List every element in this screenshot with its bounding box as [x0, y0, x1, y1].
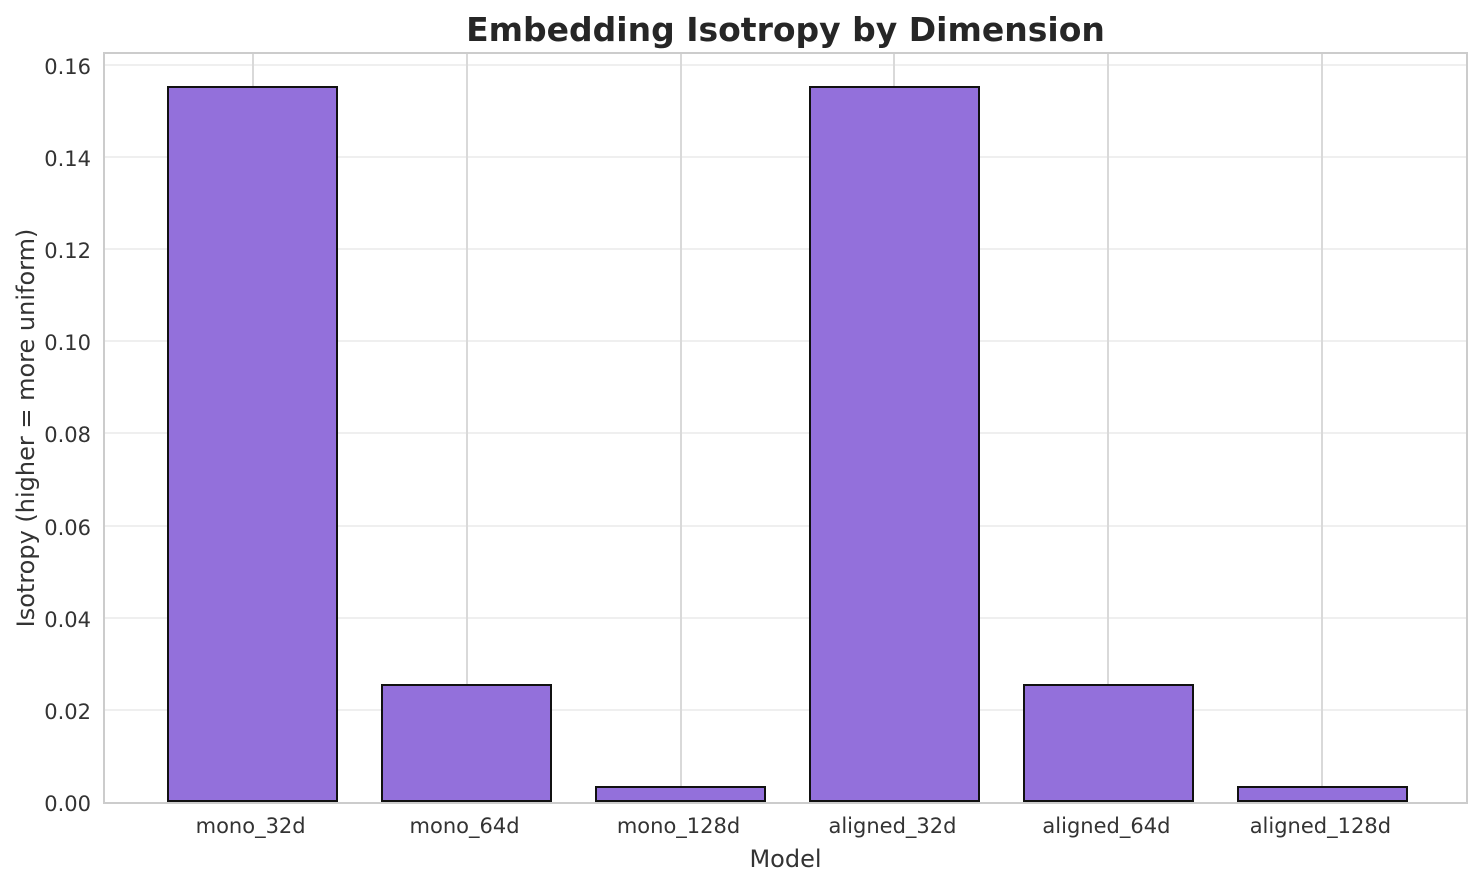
x-tick-label-aligned_128d: aligned_128d — [1249, 814, 1392, 838]
bar-mono_128d — [594, 786, 767, 802]
y-tick-label: 0.06 — [44, 515, 91, 540]
horizontal-gridline — [105, 616, 1466, 619]
y-tick-label: 0.14 — [44, 146, 91, 171]
y-tick-label: 0.16 — [44, 54, 91, 79]
x-tick-label-mono_64d: mono_64d — [409, 814, 520, 838]
vertical-gridline — [1321, 54, 1324, 802]
vertical-gridline — [1107, 54, 1110, 802]
x-tick-label-mono_32d: mono_32d — [195, 814, 306, 838]
y-tick-label: 0.10 — [44, 331, 91, 356]
horizontal-gridline — [105, 155, 1466, 158]
x-tick-label-mono_128d: mono_128d — [616, 814, 741, 838]
bar-aligned_64d — [1022, 684, 1194, 802]
x-tick-label-aligned_64d: aligned_64d — [1042, 814, 1171, 838]
y-axis-label-text: Isotropy (higher = more uniform) — [12, 228, 40, 628]
chart-title: Embedding Isotropy by Dimension — [466, 10, 1105, 49]
x-axis-label: Model — [749, 845, 822, 873]
vertical-gridline — [465, 54, 468, 802]
y-tick-label: 0.08 — [44, 423, 91, 448]
y-tick-label: 0.04 — [44, 607, 91, 632]
horizontal-gridline — [105, 340, 1466, 343]
horizontal-gridline — [105, 524, 1466, 527]
bar-mono_32d — [167, 85, 339, 802]
plot-area — [103, 52, 1468, 804]
horizontal-gridline — [105, 432, 1466, 435]
bar-mono_64d — [380, 684, 553, 802]
y-tick-label: 0.12 — [44, 239, 91, 264]
horizontal-gridline — [105, 708, 1466, 711]
y-tick-label: 0.02 — [44, 699, 91, 724]
y-tick-label: 0.00 — [44, 792, 91, 816]
bar-aligned_32d — [808, 85, 981, 802]
vertical-gridline — [679, 54, 682, 802]
horizontal-gridline — [105, 63, 1466, 66]
horizontal-gridline — [105, 248, 1466, 251]
x-tick-label-aligned_32d: aligned_32d — [828, 814, 957, 838]
bar-aligned_128d — [1236, 786, 1408, 802]
